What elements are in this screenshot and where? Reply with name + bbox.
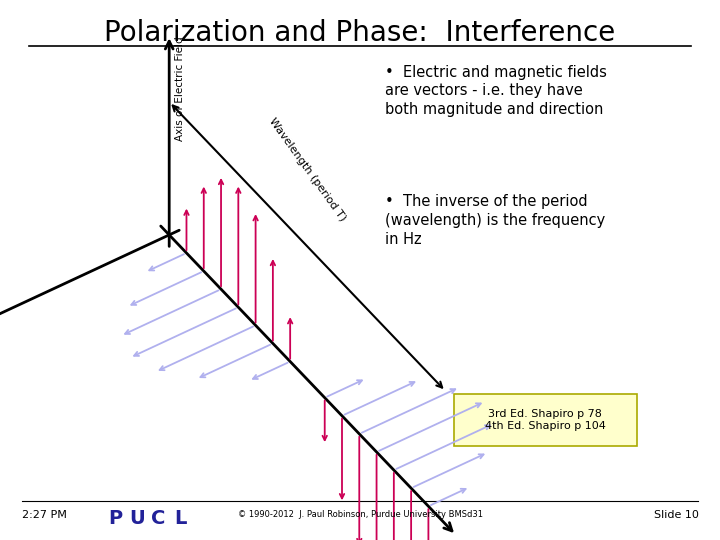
Text: 2:27 PM: 2:27 PM — [22, 510, 66, 521]
Text: Axis of Electric Field: Axis of Electric Field — [175, 36, 185, 140]
FancyBboxPatch shape — [454, 394, 637, 446]
Text: C: C — [151, 509, 166, 528]
Text: Slide 10: Slide 10 — [654, 510, 698, 521]
Text: Polarization and Phase:  Interference: Polarization and Phase: Interference — [104, 19, 616, 47]
Text: P: P — [108, 509, 122, 528]
Text: •  Electric and magnetic fields
are vectors - i.e. they have
both magnitude and : • Electric and magnetic fields are vecto… — [385, 65, 607, 117]
Text: •  The inverse of the period
(wavelength) is the frequency
in Hz: • The inverse of the period (wavelength)… — [385, 194, 606, 247]
Text: 3rd Ed. Shapiro p 78
4th Ed. Shapiro p 104: 3rd Ed. Shapiro p 78 4th Ed. Shapiro p 1… — [485, 409, 606, 431]
Text: U: U — [129, 509, 145, 528]
Text: Wavelength (period T): Wavelength (period T) — [267, 116, 348, 223]
Text: L: L — [174, 509, 186, 528]
Text: © 1990-2012  J. Paul Robinson, Purdue University BMSd31: © 1990-2012 J. Paul Robinson, Purdue Uni… — [238, 510, 482, 519]
